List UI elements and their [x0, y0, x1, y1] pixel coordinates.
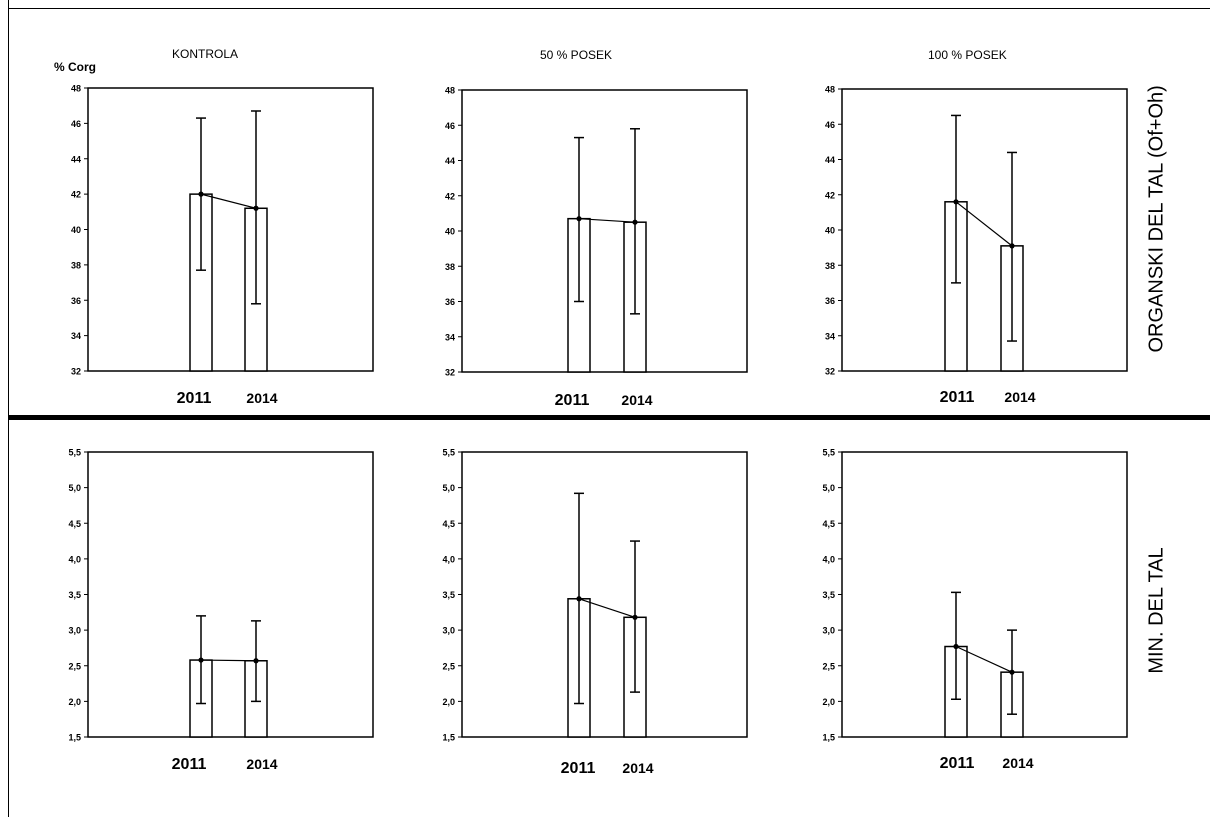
column-title-100-posek: 100 % POSEK	[928, 48, 1007, 62]
y-tick-label: 2,5	[68, 661, 81, 671]
y-tick-label: 4,5	[68, 519, 81, 529]
y-tick-label: 5,5	[68, 448, 81, 458]
plot-frame	[461, 451, 748, 738]
y-tick-label: 34	[825, 331, 835, 341]
y-tick-label: 5,0	[68, 483, 81, 493]
y-tick-label: 46	[71, 119, 81, 129]
mean-point	[1009, 243, 1015, 249]
y-tick-label: 3,0	[68, 626, 81, 636]
category-label-2011: 2011	[177, 390, 212, 407]
y-tick-label: 3,5	[442, 590, 455, 600]
plot-frame	[87, 451, 374, 738]
mean-point	[632, 219, 638, 225]
y-tick-label: 36	[445, 297, 455, 307]
y-tick-label: 34	[71, 331, 81, 341]
y-tick-label: 44	[445, 156, 455, 166]
y-tick-label: 3,0	[822, 626, 835, 636]
y-tick-label: 40	[71, 225, 81, 235]
y-tick-label: 5,5	[822, 448, 835, 458]
category-label-2011: 2011	[555, 392, 590, 409]
mean-point	[198, 191, 204, 197]
y-tick-label: 38	[71, 260, 81, 270]
mean-point	[953, 643, 959, 650]
y-tick-label: 38	[825, 261, 835, 271]
y-tick-label: 2,0	[822, 697, 835, 707]
mean-point	[253, 205, 259, 211]
plot-frame	[461, 89, 748, 373]
mean-connector-line	[578, 218, 636, 223]
mean-point	[1009, 669, 1015, 675]
y-tick-label: 48	[445, 86, 455, 96]
frame-top-border	[8, 8, 1210, 9]
y-tick-label: 46	[445, 121, 455, 131]
category-label-2011: 2011	[940, 389, 975, 406]
mean-point	[253, 658, 259, 664]
mean-connector-line	[200, 193, 257, 209]
category-label-2014: 2014	[1002, 755, 1033, 771]
y-tick-label: 4,5	[442, 519, 455, 529]
y-unit-label: % Corg	[54, 60, 96, 74]
y-tick-label: 44	[71, 154, 81, 164]
y-tick-label: 34	[445, 332, 455, 342]
y-tick-label: 1,5	[822, 733, 835, 743]
mean-connector-line	[955, 645, 1013, 673]
y-tick-label: 36	[71, 296, 81, 306]
y-tick-label: 32	[445, 368, 455, 378]
y-tick-label: 4,0	[68, 554, 81, 564]
mean-point	[632, 614, 638, 620]
y-tick-label: 2,5	[442, 661, 455, 671]
y-tick-label: 1,5	[68, 733, 81, 743]
mean-connector-line	[200, 659, 257, 662]
y-tick-label: 36	[825, 296, 835, 306]
y-tick-label: 40	[825, 226, 835, 236]
y-tick-label: 2,0	[68, 697, 81, 707]
frame-left-border	[8, 0, 9, 817]
y-tick-label: 46	[825, 120, 835, 130]
y-tick-label: 1,5	[442, 733, 455, 743]
y-tick-label: 42	[445, 191, 455, 201]
y-tick-label: 2,0	[442, 697, 455, 707]
category-label-2014: 2014	[246, 390, 277, 406]
y-tick-label: 40	[445, 227, 455, 237]
category-label-2014: 2014	[622, 760, 653, 776]
y-tick-label: 42	[71, 190, 81, 200]
mean-point	[953, 199, 959, 205]
y-tick-label: 32	[825, 367, 835, 377]
mean-point	[576, 596, 582, 602]
y-tick-label: 4,5	[822, 519, 835, 529]
mean-connector-line	[578, 598, 636, 618]
y-tick-label: 48	[71, 84, 81, 94]
row-divider	[8, 415, 1210, 420]
y-tick-label: 32	[71, 367, 81, 377]
y-tick-label: 48	[825, 85, 835, 95]
mean-point	[576, 216, 582, 222]
y-tick-label: 5,5	[442, 448, 455, 458]
y-tick-label: 5,0	[442, 483, 455, 493]
y-tick-label: 4,0	[442, 554, 455, 564]
y-tick-label: 44	[825, 155, 835, 165]
y-tick-label: 42	[825, 190, 835, 200]
category-label-2014: 2014	[246, 756, 277, 772]
category-label-2011: 2011	[561, 760, 596, 777]
y-tick-label: 3,5	[68, 590, 81, 600]
plot-frame	[841, 451, 1128, 738]
y-tick-label: 38	[445, 262, 455, 272]
y-tick-label: 4,0	[822, 554, 835, 564]
category-label-2014: 2014	[1004, 389, 1035, 405]
plot-frame	[87, 87, 374, 372]
column-title-50-posek: 50 % POSEK	[540, 48, 613, 62]
category-label-2011: 2011	[172, 756, 207, 773]
category-label-2011: 2011	[940, 755, 975, 772]
category-label-2014: 2014	[621, 392, 652, 408]
mean-point	[198, 657, 204, 663]
mean-connector-line	[955, 201, 1013, 247]
plot-frame	[841, 88, 1128, 372]
y-tick-label: 5,0	[822, 483, 835, 493]
y-tick-label: 3,0	[442, 626, 455, 636]
column-title-kontrola: KONTROLA	[172, 47, 239, 61]
y-tick-label: 3,5	[822, 590, 835, 600]
y-tick-label: 2,5	[822, 661, 835, 671]
